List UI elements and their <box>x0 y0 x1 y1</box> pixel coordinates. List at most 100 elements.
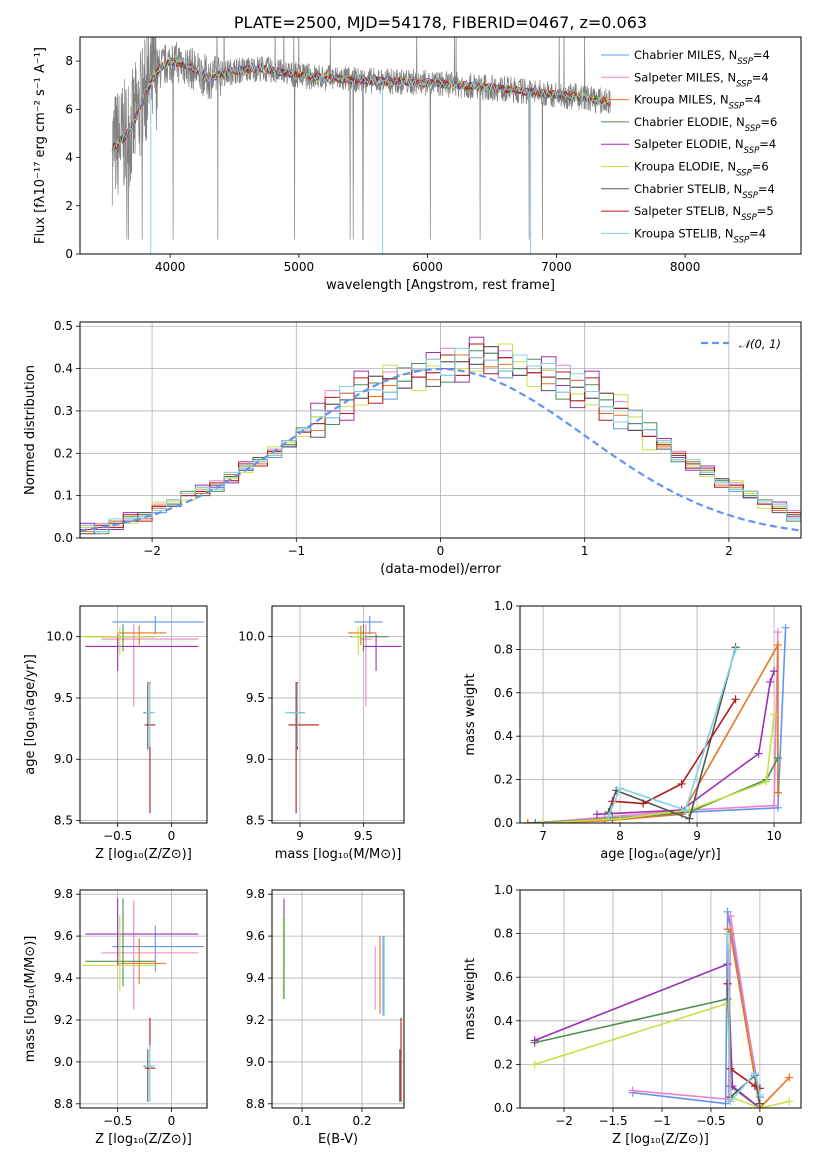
weight-series-8 <box>612 698 737 805</box>
plot-area <box>80 336 801 538</box>
plus-marker <box>523 819 532 823</box>
legend-entry: Chabrier ELODIE, NSSP=6 <box>634 115 777 134</box>
y-tick-label: 9.4 <box>54 971 73 985</box>
panel-mass-vs-Z: −0.5 0 8.8 9.0 9.2 9.4 9.6 9.8 Z [log₁₀(Z/Z⊙)] ma… <box>23 887 208 1147</box>
axes-frame <box>271 889 405 1109</box>
plus-marker <box>539 819 548 823</box>
y-tick-label: 9.0 <box>246 1055 265 1069</box>
y-tick-label: 0.4 <box>54 362 73 376</box>
y-axis-label: mass weight <box>463 673 478 755</box>
x-tick-label: 0 <box>437 544 445 558</box>
errorbar-point <box>82 626 158 656</box>
weight-series-3 <box>527 642 779 823</box>
x-tick-label: 0 <box>168 1114 176 1128</box>
x-axis-label: wavelength [Angstrom, rest frame] <box>326 278 555 293</box>
weight-series-9 <box>726 933 761 1104</box>
axes-frame <box>79 36 802 255</box>
x-tick-label: 10 <box>766 829 781 843</box>
x-tick-label: 0.1 <box>292 1114 311 1128</box>
legend-entry: Salpeter STELIB, NSSP=5 <box>634 204 774 223</box>
plus-marker <box>721 1099 730 1108</box>
panel-weight-vs-age: 7 8 9 10 0.0 0.2 0.4 0.6 0.8 1.0 age [log₁₀(age/yr… <box>463 599 802 862</box>
panel-spectrum: 4000 5000 6000 7000 8000 0 2 4 6 8 wavelength [Ang… <box>33 13 802 293</box>
axes-frame <box>79 321 802 539</box>
chart-title: PLATE=2500, MJD=54178, FIBERID=0467, z=0… <box>234 13 647 32</box>
x-axis-label: Z [log₁₀(Z/Z⊙)] <box>95 1132 192 1147</box>
plus-marker <box>754 749 763 758</box>
errorbar-point <box>85 898 199 966</box>
plus-marker <box>592 810 601 819</box>
plus-marker <box>750 1069 759 1078</box>
panel-weight-vs-Z: −2 −1.5 −1 −0.5 0 0.0 0.2 0.4 0.6 0.8 1.0 Z [log₁₀(… <box>463 883 802 1147</box>
legend-entry: Chabrier MILES, NSSP=4 <box>634 48 770 67</box>
y-tick-label: 1.0 <box>494 599 513 613</box>
y-axis-label: mass [log₁₀(M/M⊙)] <box>23 936 38 1063</box>
plus-marker <box>773 788 782 797</box>
legend-entry: 𝒩(0, 1) <box>739 337 781 351</box>
y-tick-label: 0 <box>65 247 73 261</box>
errorbar-point <box>112 615 204 635</box>
x-axis-label: Z [log₁₀(Z/Z⊙)] <box>612 1132 709 1147</box>
y-tick-label: 8.5 <box>246 814 265 828</box>
plus-marker <box>773 753 782 762</box>
x-tick-label: 5000 <box>284 260 315 274</box>
errorbar-point <box>143 682 153 750</box>
y-tick-label: 9.6 <box>246 929 265 943</box>
plot-area <box>82 898 204 1102</box>
legend-entry: Salpeter ELODIE, NSSP=4 <box>634 137 776 156</box>
y-tick-label: 10.0 <box>46 630 73 644</box>
y-tick-label: 9.0 <box>54 752 73 766</box>
plus-marker <box>685 814 694 823</box>
plus-marker <box>766 677 775 686</box>
plus-marker <box>726 912 735 921</box>
y-tick-label: 0.2 <box>54 446 73 460</box>
weight-series-7 <box>607 646 737 820</box>
plus-marker <box>755 1090 764 1099</box>
y-tick-label: 0.0 <box>494 816 513 830</box>
x-tick-label: −1.5 <box>598 1114 627 1128</box>
y-axis-label: age [log₁₀(age/yr)] <box>23 654 38 775</box>
plus-marker <box>677 779 686 788</box>
x-tick-label: 6000 <box>412 260 443 274</box>
x-tick-label: −1 <box>287 544 305 558</box>
x-tick-label: −0.5 <box>103 1114 132 1128</box>
axes-frame <box>79 605 208 824</box>
plus-marker <box>762 777 771 786</box>
x-tick-label: 7000 <box>541 260 572 274</box>
y-tick-label: 9.4 <box>246 971 265 985</box>
y-axis-label: Flux [fλ10⁻¹⁷ erg cm⁻² s⁻¹ A⁻¹] <box>33 47 48 244</box>
x-tick-label: −2 <box>555 1114 573 1128</box>
y-tick-label: 0.6 <box>494 686 513 700</box>
x-tick-label: 2 <box>725 544 733 558</box>
y-tick-label: 0.1 <box>54 489 73 503</box>
plot-area <box>82 615 204 814</box>
plus-marker <box>600 816 609 823</box>
panel-residuals: −2 −1 0 1 2 0.0 0.1 0.2 0.3 0.4 0.5 (data-model)/er… <box>23 319 802 577</box>
plot-area <box>284 615 402 814</box>
plus-marker <box>755 1099 764 1108</box>
y-tick-label: 0.8 <box>494 642 513 656</box>
plus-marker <box>723 929 732 938</box>
plus-marker <box>723 979 732 988</box>
panel-age-vs-Z: −0.5 0 8.5 9.0 9.5 10.0 Z [log₁₀(Z/Z⊙)] age [lo… <box>23 605 208 862</box>
y-tick-label: 0.8 <box>494 927 513 941</box>
observed-spectrum <box>111 37 611 240</box>
plus-marker <box>726 1097 735 1106</box>
axes-frame <box>271 605 405 824</box>
errorbar-point <box>82 915 158 991</box>
x-tick-label: 7 <box>539 829 547 843</box>
y-tick-label: 9.5 <box>246 691 265 705</box>
y-tick-label: 0.5 <box>54 319 73 333</box>
axes-frame <box>79 889 208 1109</box>
histogram-series-9 <box>80 347 801 538</box>
plot-area <box>282 898 402 1102</box>
errorbar-point <box>85 634 199 671</box>
x-tick-label: 9.5 <box>354 829 373 843</box>
plus-marker <box>773 803 782 812</box>
y-tick-label: 0.3 <box>54 404 73 418</box>
y-tick-label: 9.6 <box>54 929 73 943</box>
y-tick-label: 0.6 <box>494 970 513 984</box>
weight-series-3 <box>726 928 790 1108</box>
y-tick-label: 2 <box>65 199 73 213</box>
errorbar-point <box>143 1049 153 1102</box>
